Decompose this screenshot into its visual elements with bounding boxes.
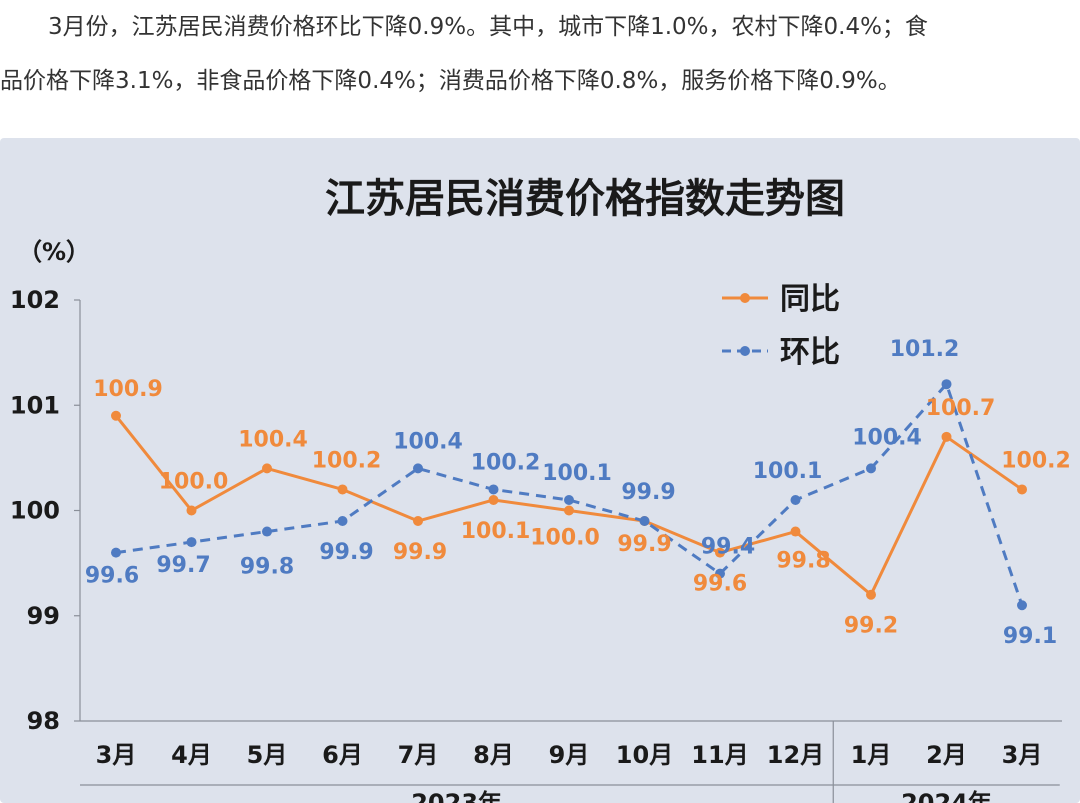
data-label-mom: 99.1: [1003, 624, 1057, 649]
data-point-yoy: [111, 410, 121, 421]
data-point-yoy: [715, 547, 725, 558]
data-label-yoy: 100.4: [238, 427, 308, 452]
data-point-mom: [262, 526, 272, 537]
article-paragraph-line-1: 3月份，江苏居民消费价格环比下降0.9%。其中，城市下降1.0%，农村下降0.4…: [48, 14, 928, 40]
data-point-mom: [1017, 600, 1027, 611]
x-tick-label: 6月: [322, 741, 363, 769]
legend-marker-mom: [740, 346, 750, 356]
data-point-yoy: [866, 589, 876, 600]
chart-series-layer: [111, 379, 1027, 611]
y-tick-label: 100: [10, 497, 60, 525]
y-tick-label: 102: [10, 286, 60, 314]
data-label-yoy: 99.9: [393, 540, 447, 565]
chart-axes: 98 99 100 101 102 2023年 2024年 3月 4月 5月 6月 7月 8月 9月 10月…: [10, 286, 1062, 803]
x-tick-label: 2月: [926, 741, 967, 769]
x-tick-label: 1月: [851, 741, 892, 769]
x-tick-label: 7月: [398, 741, 439, 769]
data-label-mom: 99.9: [621, 480, 675, 505]
data-label-yoy: 100.1: [461, 519, 531, 544]
x-tick-label: 5月: [247, 741, 288, 769]
x-tick-label: 4月: [171, 741, 212, 769]
data-point-mom: [639, 516, 650, 527]
chart-title: 江苏居民消费价格指数走势图: [325, 176, 845, 222]
y-tick-label: 98: [27, 707, 60, 735]
data-point-yoy: [413, 516, 423, 527]
data-label-mom: 100.1: [753, 459, 823, 484]
chart-background: [0, 138, 1080, 803]
data-label-mom: 99.8: [240, 555, 294, 580]
data-point-yoy: [941, 431, 952, 442]
data-label-mom: 99.4: [701, 535, 755, 560]
data-point-yoy: [488, 494, 499, 505]
data-label-mom: 99.6: [85, 564, 139, 589]
data-point-yoy: [790, 526, 801, 537]
x-tick-label: 3月: [1002, 741, 1043, 769]
data-label-mom: 99.9: [319, 540, 373, 565]
data-label-yoy: 100.7: [926, 396, 996, 421]
x-tick-label: 8月: [473, 741, 514, 769]
data-label-yoy: 99.2: [844, 614, 898, 639]
x-tick-label: 3月: [96, 741, 137, 769]
data-point-yoy: [337, 484, 348, 495]
data-point-mom: [866, 463, 876, 474]
data-point-mom: [111, 547, 121, 558]
data-point-mom: [564, 494, 574, 505]
data-point-mom: [337, 516, 348, 527]
data-label-yoy: 100.0: [159, 470, 229, 495]
data-label-mom: 100.4: [393, 429, 463, 454]
year-group-label: 2024年: [901, 789, 992, 803]
data-point-yoy: [186, 505, 197, 516]
y-tick-label: 99: [27, 602, 60, 630]
data-point-mom: [488, 484, 499, 495]
data-point-yoy: [1017, 484, 1027, 495]
data-point-yoy: [262, 463, 272, 474]
data-label-mom: 101.2: [890, 337, 960, 362]
data-point-yoy: [564, 505, 574, 516]
x-tick-label: 9月: [549, 741, 590, 769]
data-point-mom: [186, 537, 197, 548]
x-tick-label: 12月: [767, 741, 824, 769]
data-label-mom: 100.4: [852, 425, 922, 450]
data-label-yoy: 99.8: [776, 549, 830, 574]
data-label-yoy: 100.0: [530, 526, 600, 551]
x-tick-label: 11月: [691, 741, 748, 769]
data-label-mom: 99.7: [156, 553, 210, 578]
data-label-yoy: 99.9: [617, 532, 671, 557]
article-paragraph-line-2: 品价格下降3.1%，非食品价格下降0.4%；消费品价格下降0.8%，服务价格下降…: [0, 68, 901, 94]
data-label-yoy: 99.6: [693, 572, 747, 597]
article-text: 3月份，江苏居民消费价格环比下降0.9%。其中，城市下降1.0%，农村下降0.4…: [0, 0, 1080, 108]
data-label-yoy: 100.2: [312, 448, 382, 473]
data-label-mom: 100.1: [542, 461, 612, 486]
data-label-mom: 100.2: [471, 450, 541, 475]
y-axis-unit-label: （%）: [18, 238, 90, 266]
data-label-yoy: 100.9: [93, 377, 163, 402]
legend-label-yoy: 同比: [780, 282, 840, 317]
data-label-yoy: 100.2: [1001, 448, 1071, 473]
y-tick-label: 101: [10, 391, 60, 419]
legend-marker-yoy: [740, 293, 750, 303]
chart-container: 江苏居民消费价格指数走势图 （%） 98 99 100 101 102 2023年 2024…: [0, 138, 1080, 803]
x-tick-label: 10月: [616, 741, 673, 769]
cpi-trend-chart: 江苏居民消费价格指数走势图 （%） 98 99 100 101 102 2023年 2024…: [0, 138, 1080, 803]
year-group-label: 2023年: [411, 789, 502, 803]
data-point-mom: [413, 463, 423, 474]
data-point-mom: [790, 494, 801, 505]
data-point-mom: [715, 568, 725, 579]
data-point-mom: [941, 379, 952, 390]
legend-label-mom: 环比: [780, 335, 840, 370]
